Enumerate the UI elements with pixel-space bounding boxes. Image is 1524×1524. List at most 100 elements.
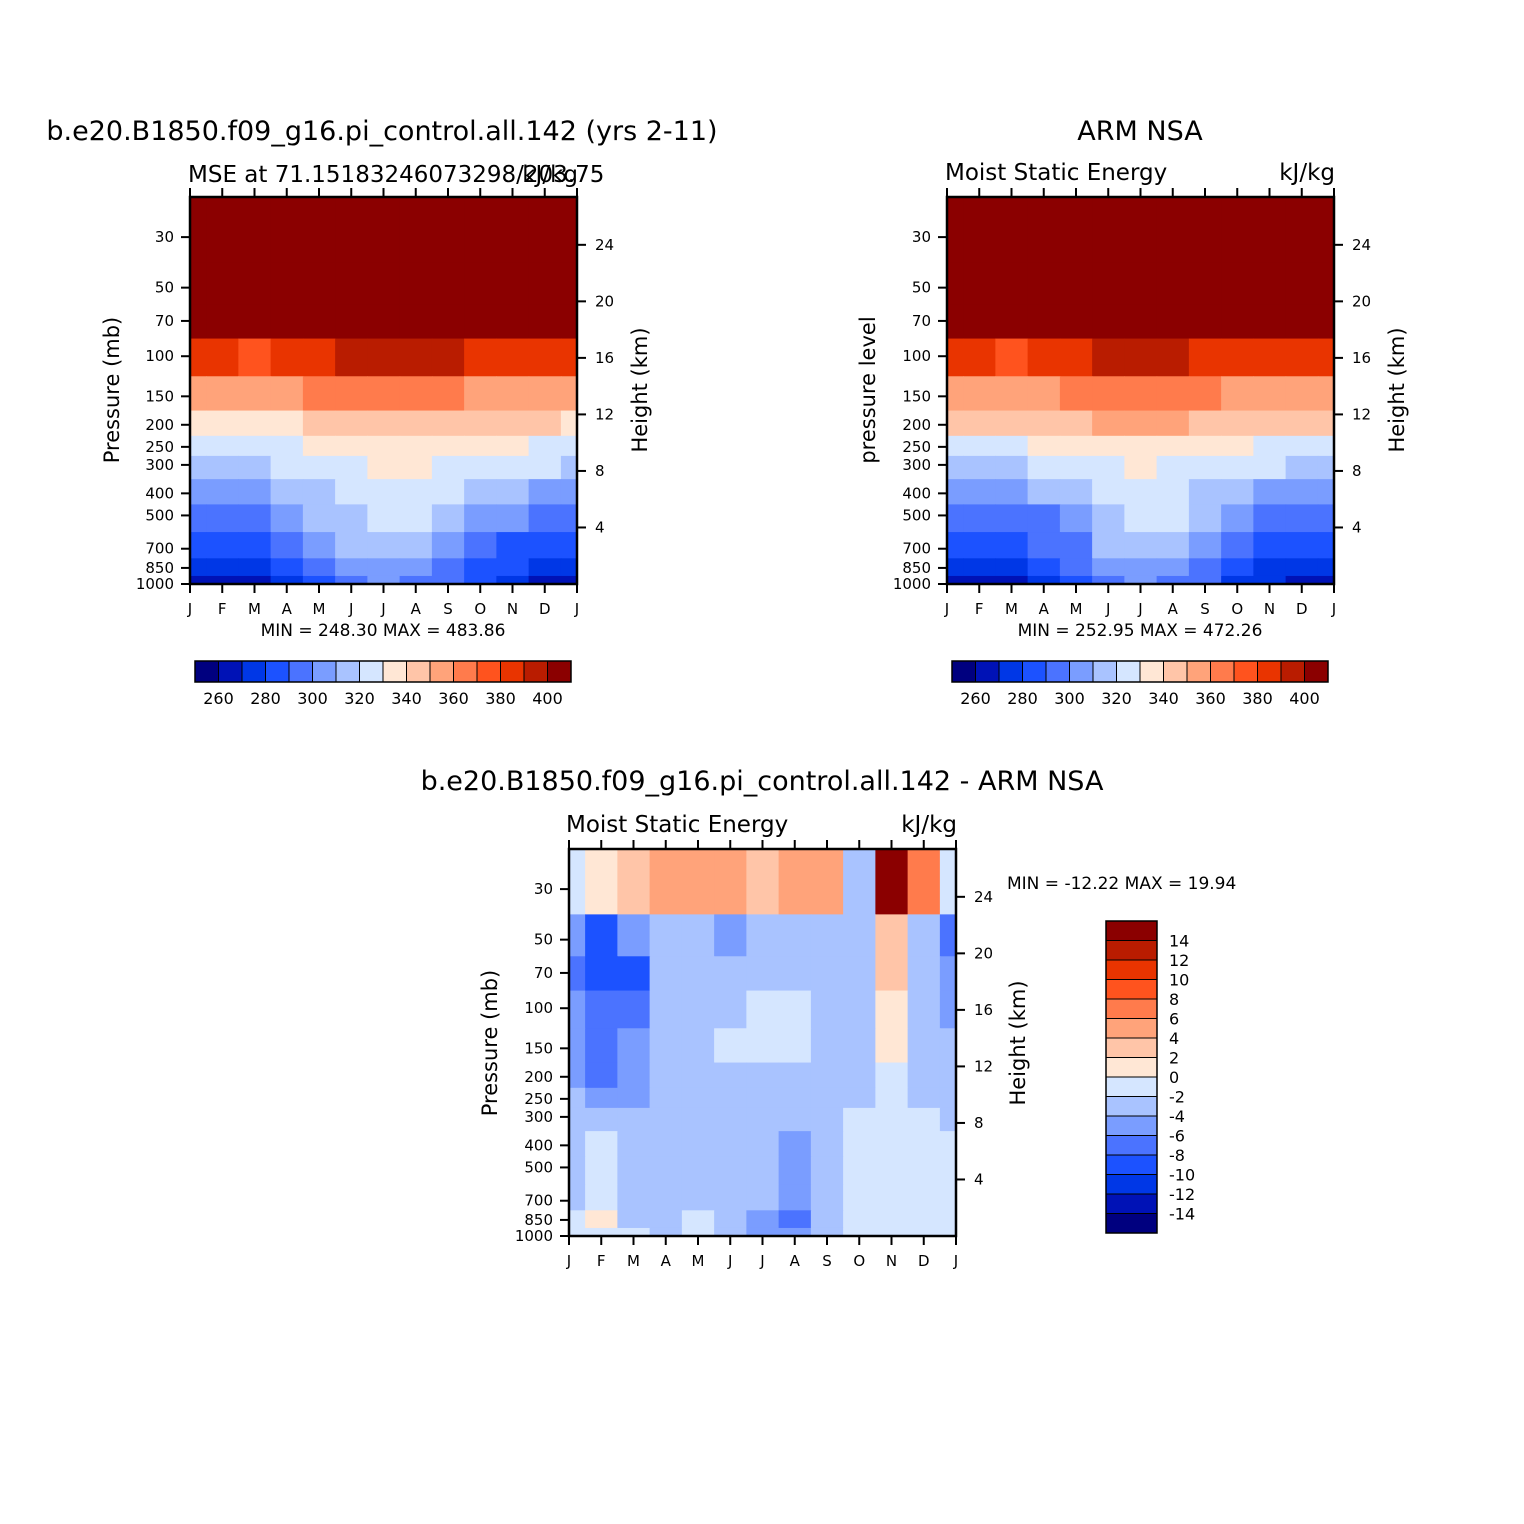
- contour-cell: [907, 1028, 941, 1064]
- contour-cell: [1317, 504, 1335, 533]
- contour-cell: [496, 262, 530, 305]
- contour-cell: [270, 262, 304, 305]
- panel-obs-colorbar: 260 280 300 320 340 360 380 400: [951, 660, 1329, 708]
- colorbar-label: -2: [1169, 1088, 1185, 1107]
- y-tick-label: 150: [145, 387, 174, 405]
- contour-cell: [810, 1227, 844, 1237]
- contour-cell: [399, 575, 433, 585]
- contour-cell: [464, 435, 497, 457]
- colorbar-box: [1233, 660, 1258, 683]
- contour-cell: [464, 455, 497, 480]
- y-tick-label: 500: [902, 506, 931, 524]
- y-tick-label: 850: [145, 559, 174, 577]
- contour-cell: [617, 849, 651, 915]
- contour-cell: [270, 575, 304, 585]
- contour-cell: [1188, 479, 1222, 505]
- y-tick-right-label: 8: [1352, 462, 1362, 480]
- contour-cell: [1027, 262, 1061, 305]
- contour-cell: [496, 479, 530, 505]
- contour-cell: [528, 532, 562, 559]
- contour-cell: [1156, 558, 1190, 577]
- contour-cell: [399, 435, 433, 457]
- contour-cell: [1156, 262, 1190, 305]
- contour-cell: [778, 914, 812, 957]
- contour-cell: [206, 532, 239, 559]
- contour-cell: [947, 197, 964, 263]
- contour-cell: [1027, 304, 1061, 340]
- contour-cell: [963, 455, 996, 480]
- colorbar-label: 6: [1169, 1010, 1179, 1029]
- contour-cell: [1285, 504, 1319, 533]
- contour-cell: [843, 956, 876, 992]
- contour-cell: [995, 376, 1029, 412]
- contour-cell: [746, 914, 780, 957]
- contour-cell: [1317, 304, 1335, 340]
- contour-cell: [681, 1227, 715, 1237]
- contour-cell: [947, 532, 964, 559]
- contour-cell: [1156, 197, 1190, 263]
- colorbar-box: [1105, 1174, 1158, 1195]
- contour-cell: [1221, 410, 1254, 437]
- colorbar-box: [975, 660, 1000, 683]
- colorbar-box: [265, 660, 290, 683]
- colorbar-box: [218, 660, 243, 683]
- contour-cell: [617, 1156, 651, 1185]
- colorbar-box: [1069, 660, 1094, 683]
- contour-cell: [431, 435, 465, 457]
- y-tick-label: 70: [155, 312, 174, 330]
- contour-cell: [1317, 338, 1335, 377]
- contour-cell: [995, 558, 1029, 577]
- contour-cell: [810, 1210, 844, 1229]
- contour-cell: [367, 479, 401, 505]
- contour-cell: [1059, 455, 1093, 480]
- contour-cell: [1188, 435, 1222, 457]
- contour-cell: [270, 532, 304, 559]
- y-tick-label: 400: [145, 484, 174, 502]
- contour-cell: [746, 1028, 780, 1064]
- contour-cell: [963, 304, 996, 340]
- contour-cell: [875, 1156, 909, 1185]
- contour-cell: [569, 1227, 586, 1237]
- x-tick-label: J: [566, 1252, 571, 1270]
- contour-cell: [746, 1156, 780, 1185]
- contour-cell: [560, 435, 578, 457]
- y-tick-right-label: 8: [974, 1114, 984, 1132]
- y-tick-label: 500: [145, 506, 174, 524]
- y-tick-label: 1000: [515, 1227, 553, 1245]
- contour-cell: [190, 197, 207, 263]
- colorbar-box: [1186, 660, 1211, 683]
- colorbar-box: [288, 660, 313, 683]
- contour-cell: [367, 410, 401, 437]
- contour-cell: [939, 914, 957, 957]
- contour-cell: [190, 435, 207, 457]
- y-tick-label: 30: [534, 880, 553, 898]
- x-tick-label: J: [574, 600, 579, 618]
- contour-cell: [464, 558, 497, 577]
- contour-cell: [778, 1210, 812, 1229]
- contour-cell: [810, 1107, 844, 1132]
- colorbar-box: [1105, 1037, 1158, 1058]
- y-tick-label: 50: [155, 279, 174, 297]
- contour-cell: [778, 1087, 812, 1109]
- panel-obs-subtitle-left: Moist Static Energy: [945, 160, 1167, 186]
- contour-cell: [464, 304, 497, 340]
- contour-cell: [238, 558, 272, 577]
- contour-cell: [1059, 504, 1093, 533]
- contour-cell: [649, 1156, 683, 1185]
- y-tick-right-label: 12: [1352, 405, 1371, 423]
- contour-cell: [1317, 435, 1335, 457]
- contour-cell: [649, 914, 683, 957]
- contour-cell: [1285, 532, 1319, 559]
- y-tick-label: 100: [902, 347, 931, 365]
- contour-cell: [528, 575, 562, 585]
- contour-cell: [1221, 376, 1254, 412]
- contour-cell: [875, 1107, 909, 1132]
- contour-cell: [714, 1156, 747, 1185]
- contour-cell: [585, 849, 618, 915]
- contour-cell: [190, 262, 207, 305]
- contour-cell: [963, 532, 996, 559]
- colorbar-box: [523, 660, 548, 683]
- contour-cell: [939, 1062, 957, 1089]
- contour-cell: [875, 956, 909, 992]
